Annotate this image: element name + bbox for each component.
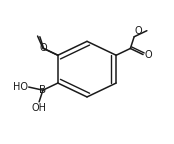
- Text: OH: OH: [32, 103, 47, 113]
- Text: O: O: [144, 50, 152, 59]
- Text: HO: HO: [13, 82, 28, 92]
- Text: O: O: [135, 26, 142, 36]
- Text: B: B: [39, 85, 46, 95]
- Text: O: O: [40, 43, 48, 53]
